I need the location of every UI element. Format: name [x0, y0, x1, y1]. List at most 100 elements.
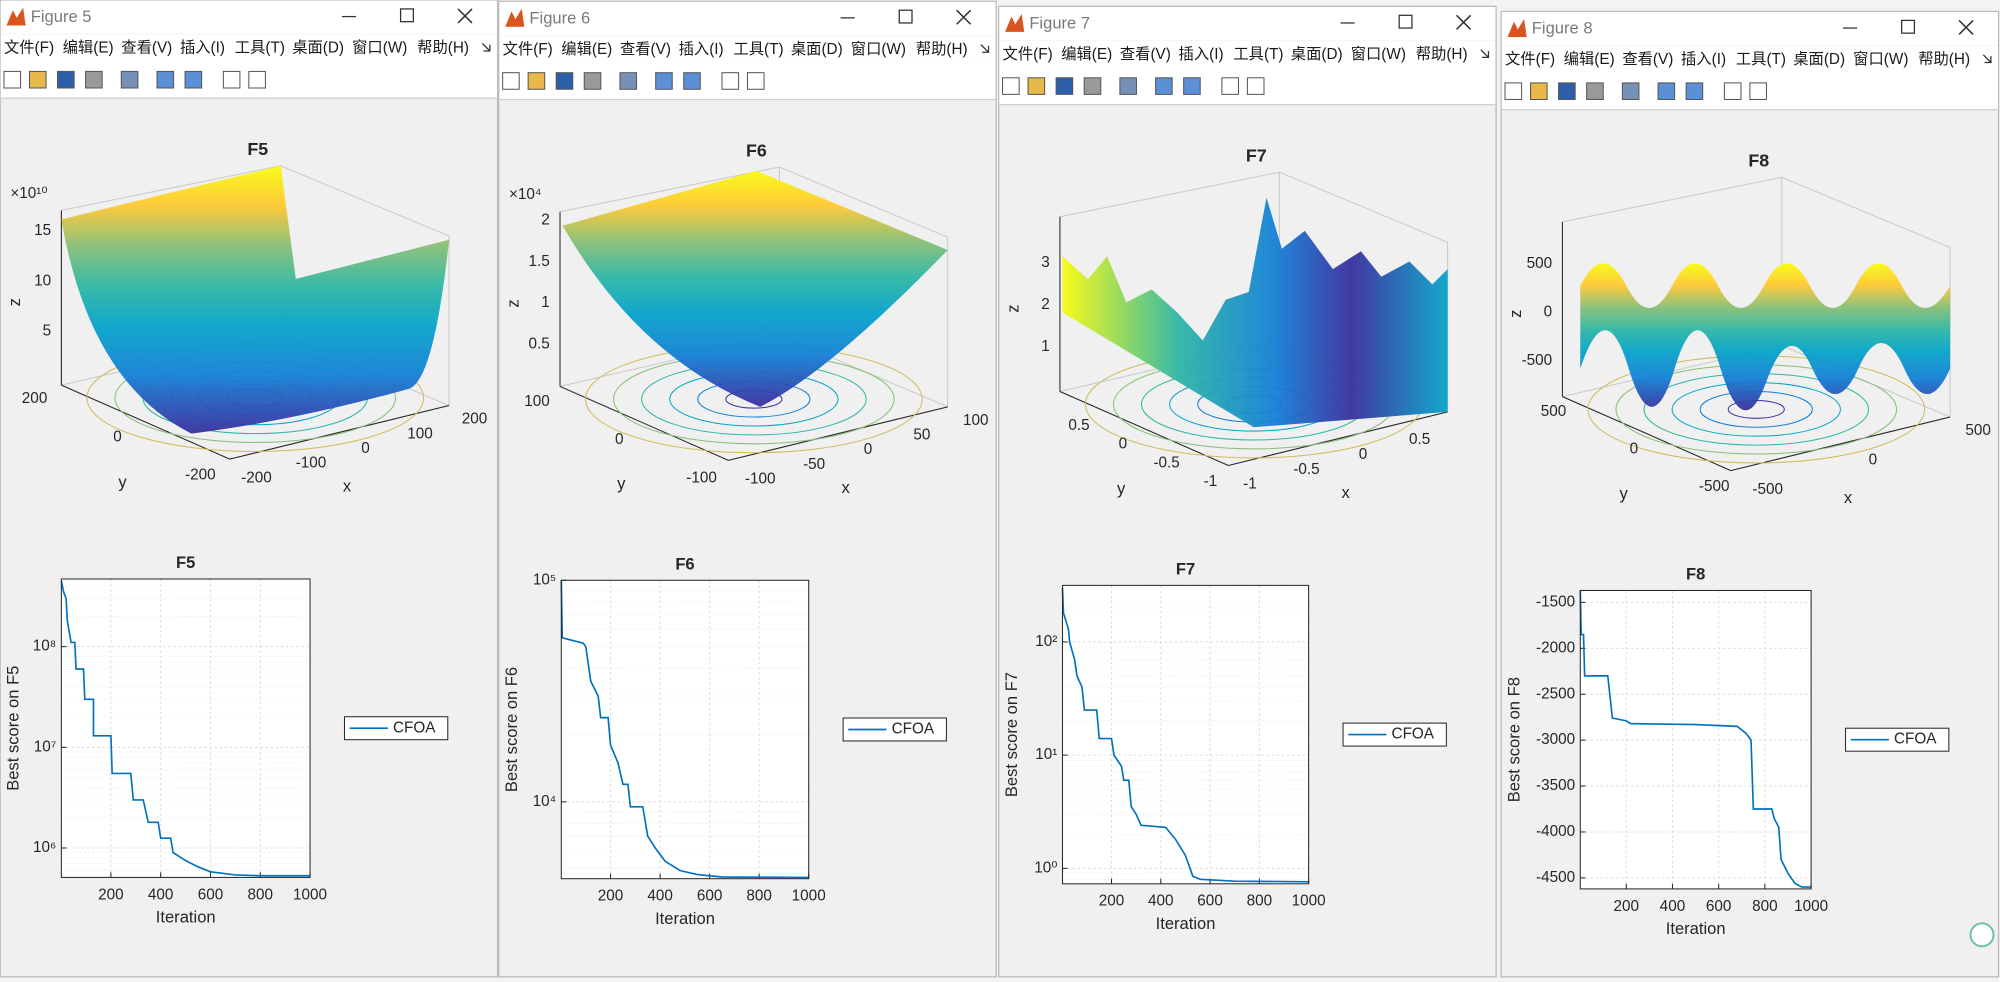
close-button[interactable]: [956, 9, 972, 25]
y-tick-label: 10⁸: [33, 638, 56, 655]
toolbar-button[interactable]: [721, 72, 740, 90]
menu-item[interactable]: 查看(V): [1622, 51, 1673, 68]
toolbar-button[interactable]: [683, 72, 701, 90]
toolbar-button[interactable]: [527, 72, 546, 90]
z-tick-label: 3: [1041, 254, 1050, 271]
assistant-bubble[interactable]: [1969, 922, 1995, 948]
close-button[interactable]: [457, 8, 473, 24]
toolbar-button[interactable]: [222, 70, 241, 89]
toolbar-button[interactable]: [1723, 82, 1742, 100]
z-tick-label: 2: [1041, 296, 1050, 313]
menu-item[interactable]: 文件(F): [4, 40, 54, 57]
legend-label: CFOA: [393, 719, 436, 736]
menu-item[interactable]: 文件(F): [503, 41, 553, 58]
toolbar-button[interactable]: [1530, 82, 1548, 100]
menu-item[interactable]: 文件(F): [1505, 51, 1555, 68]
maximize-button[interactable]: [399, 8, 414, 23]
toolbar-button[interactable]: [57, 70, 75, 89]
menu-item[interactable]: 插入(I): [679, 41, 724, 58]
menu-item[interactable]: 插入(I): [1179, 46, 1224, 63]
maximize-button[interactable]: [1901, 19, 1916, 34]
menu-item[interactable]: 帮助(H): [417, 40, 469, 57]
menu-item[interactable]: 文件(F): [1003, 46, 1053, 63]
z-tick-label: 5: [43, 323, 52, 340]
toolbar-button[interactable]: [555, 72, 574, 90]
menu-item[interactable]: 窗口(W): [1853, 50, 1908, 68]
menu-item[interactable]: 编辑(E): [561, 41, 612, 58]
y-tick-label: -2500: [1536, 685, 1575, 702]
toolbar-button[interactable]: [1055, 77, 1074, 95]
x-tick-label: 600: [697, 888, 723, 905]
maximize-button[interactable]: [1398, 14, 1413, 29]
menu-item[interactable]: 工具(T): [1233, 46, 1283, 63]
surface-mesh: [562, 170, 948, 407]
y-tick-label: 100: [524, 393, 550, 410]
menu-item[interactable]: 桌面(D): [1291, 46, 1343, 63]
x-tick-label: 100: [407, 425, 433, 442]
toolbar-button[interactable]: [619, 72, 638, 90]
menu-item[interactable]: 桌面(D): [791, 41, 843, 58]
menu-item[interactable]: 插入(I): [180, 40, 225, 57]
y-tick-label: 10⁴: [533, 793, 557, 810]
toolbar-button[interactable]: [120, 70, 139, 89]
toolbar-button[interactable]: [1027, 77, 1046, 95]
toolbar-button[interactable]: [248, 70, 266, 89]
x-tick-label: -500: [1752, 481, 1783, 498]
menu-item[interactable]: 帮助(H): [1918, 51, 1970, 68]
x-tick-label: 800: [746, 888, 772, 905]
menu-item[interactable]: 查看(V): [620, 41, 671, 58]
toolbar-button[interactable]: [1002, 77, 1020, 95]
maximize-button[interactable]: [898, 9, 913, 24]
x-tick-label: 1000: [1292, 893, 1326, 910]
menu-item[interactable]: 帮助(H): [916, 41, 968, 58]
toolbar-button[interactable]: [28, 70, 47, 89]
x-tick-label: 0.5: [1409, 431, 1430, 448]
toolbar-button[interactable]: [502, 72, 520, 90]
toolbar-button[interactable]: [1558, 82, 1576, 100]
menu-item[interactable]: 编辑(E): [63, 40, 114, 57]
toolbar-button[interactable]: [1083, 77, 1102, 95]
menu-item[interactable]: 编辑(E): [1061, 46, 1112, 63]
toolbar-button[interactable]: [1119, 77, 1137, 95]
x-tick-label: 400: [647, 888, 673, 905]
y-axis-label: Best score on F6: [502, 667, 521, 792]
toolbar-button[interactable]: [85, 70, 103, 89]
menu-item[interactable]: 窗口(W): [851, 40, 906, 58]
toolbar-button[interactable]: [1246, 77, 1265, 95]
toolbar-button[interactable]: [1657, 82, 1676, 100]
axes-border: [1579, 589, 1812, 890]
toolbar-button[interactable]: [1685, 82, 1704, 100]
toolbar-button[interactable]: [1621, 82, 1640, 100]
menu-item[interactable]: 桌面(D): [1793, 51, 1845, 68]
menu-item[interactable]: 窗口(W): [352, 39, 407, 57]
menu-item[interactable]: 查看(V): [1120, 46, 1171, 63]
toolbar-button[interactable]: [746, 72, 765, 90]
menu-item[interactable]: 帮助(H): [1416, 46, 1468, 63]
toolbar-button[interactable]: [1504, 82, 1523, 100]
toolbar-button[interactable]: [1586, 82, 1604, 100]
close-button[interactable]: [1958, 19, 1974, 35]
menu-item[interactable]: 插入(I): [1681, 51, 1726, 68]
toolbar-button[interactable]: [184, 70, 203, 89]
toolbar-button[interactable]: [583, 72, 602, 90]
toolbar-button[interactable]: [1155, 77, 1173, 95]
toolbar-button[interactable]: [1221, 77, 1239, 95]
menu-item[interactable]: 工具(T): [235, 40, 285, 57]
legend-label: CFOA: [1894, 731, 1937, 748]
menu-item[interactable]: 编辑(E): [1564, 51, 1615, 68]
menu-item[interactable]: 工具(T): [1736, 51, 1786, 68]
window-title: Figure 5: [31, 7, 92, 26]
x-tick-label: 1000: [792, 888, 826, 905]
toolbar-button[interactable]: [1749, 82, 1767, 100]
toolbar-button[interactable]: [156, 70, 175, 89]
close-button[interactable]: [1456, 14, 1472, 30]
toolbar-button[interactable]: [1183, 77, 1201, 95]
app-icon: [1005, 14, 1025, 32]
menu-item[interactable]: 桌面(D): [292, 40, 344, 57]
menu-item[interactable]: 工具(T): [733, 41, 783, 58]
menu-item[interactable]: 查看(V): [121, 40, 172, 57]
menu-item[interactable]: 窗口(W): [1351, 45, 1406, 63]
x-tick-label: 200: [462, 411, 488, 428]
toolbar-button[interactable]: [3, 70, 22, 89]
toolbar-button[interactable]: [655, 72, 673, 90]
